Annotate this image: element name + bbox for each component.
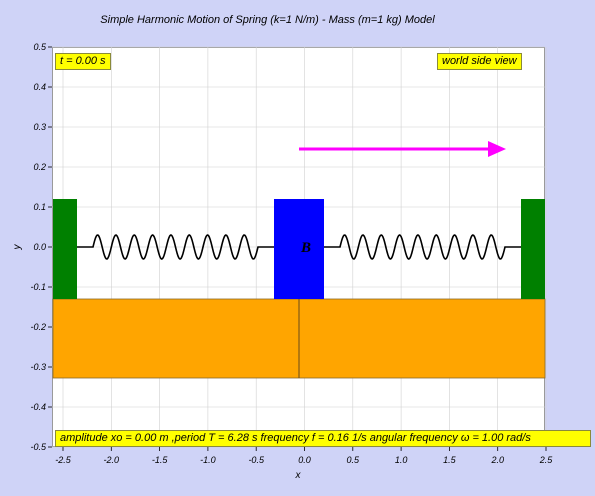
- y-tick-label: 0.2: [33, 162, 46, 172]
- right-wall: [521, 199, 545, 299]
- y-tick-label: -0.5: [30, 442, 47, 452]
- velocity-arrow[interactable]: [299, 141, 506, 157]
- y-tick-label: 0.1: [33, 202, 46, 212]
- x-tick-label: -2.5: [55, 455, 72, 465]
- x-tick-label: 1.0: [395, 455, 408, 465]
- y-axis-label: y: [12, 244, 23, 251]
- left-wall: [53, 199, 77, 299]
- x-tick-label: 2.5: [539, 455, 554, 465]
- y-tick-label: 0.4: [33, 82, 46, 92]
- left-spring: [77, 234, 274, 260]
- time-display: t = 0.00 s: [55, 53, 111, 70]
- mass-label: B: [300, 240, 311, 256]
- velocity-arrow-head: [488, 141, 506, 157]
- x-tick-label: -0.5: [248, 455, 265, 465]
- y-tick-label: -0.2: [30, 322, 46, 332]
- y-tick-label: -0.1: [30, 282, 46, 292]
- right-spring: [324, 234, 521, 260]
- y-axis-ticks: 0.5 0.4 0.3 0.2 0.1 0.0 -0.1 -0.2 -0.3 -0.4 -0.5: [30, 42, 52, 452]
- y-tick-label: -0.3: [30, 362, 46, 372]
- view-toggle-button[interactable]: world side view: [437, 53, 522, 70]
- simulation-title: Simple Harmonic Motion of Spring (k=1 N/…: [100, 14, 435, 26]
- x-tick-label: 1.5: [443, 455, 457, 465]
- x-tick-label: 0.0: [298, 455, 311, 465]
- y-tick-label: 0.0: [33, 242, 46, 252]
- x-tick-label: 0.5: [347, 455, 361, 465]
- x-axis-label: x: [295, 470, 302, 481]
- x-tick-label: -2.0: [104, 455, 120, 465]
- y-tick-label: 0.5: [33, 42, 47, 52]
- info-bar: amplitude xo = 0.00 m ,period T = 6.28 s…: [55, 430, 591, 447]
- y-tick-label: -0.4: [30, 402, 46, 412]
- x-axis-ticks: -2.5 -2.0 -1.5 -1.0 -0.5 0.0 0.5 1.0 1.5 2.0 2.5: [55, 447, 553, 465]
- y-tick-label: 0.3: [33, 122, 46, 132]
- x-tick-label: -1.5: [152, 455, 169, 465]
- x-tick-label: -1.0: [200, 455, 216, 465]
- x-tick-label: 2.0: [490, 455, 504, 465]
- mass-block[interactable]: [274, 199, 324, 299]
